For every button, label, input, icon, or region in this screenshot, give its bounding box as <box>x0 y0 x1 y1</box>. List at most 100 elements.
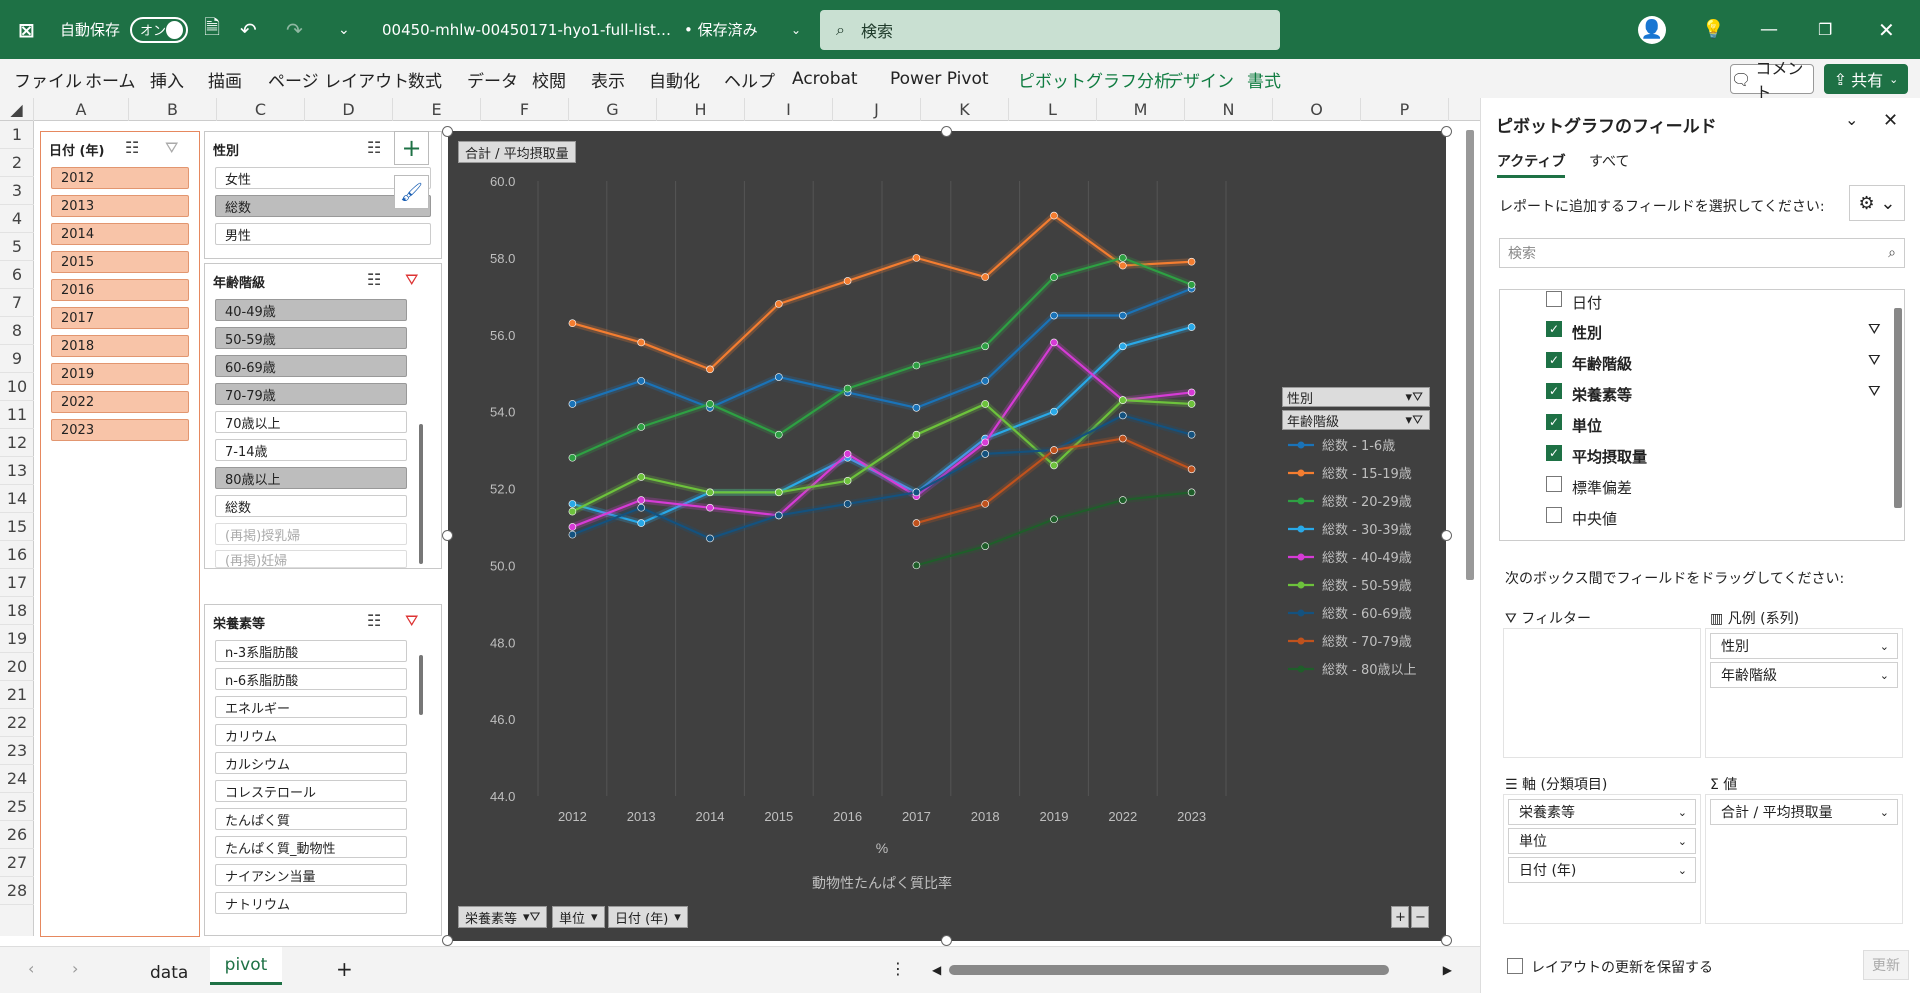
slicer-item[interactable]: 2022 <box>51 391 189 413</box>
menu-home[interactable]: ホーム <box>85 71 136 92</box>
sheet-tab-data[interactable]: data <box>150 963 189 983</box>
slicer-item[interactable]: 2016 <box>51 279 189 301</box>
minimize-icon[interactable]: — <box>1760 19 1778 40</box>
row-header[interactable]: 28 <box>0 877 34 905</box>
slicer-item[interactable]: カルシウム <box>215 752 407 774</box>
slicer-item[interactable]: 2018 <box>51 335 189 357</box>
field-checkbox[interactable] <box>1546 291 1562 307</box>
axis-field-item[interactable]: 単位 ⌄ <box>1508 828 1696 854</box>
field-checkbox[interactable]: ✓ <box>1546 445 1562 461</box>
row-header[interactable]: 26 <box>0 821 34 849</box>
scrollbar[interactable] <box>1894 308 1902 508</box>
column-header[interactable]: O <box>1273 98 1361 121</box>
tab-all[interactable]: すべて <box>1589 154 1630 170</box>
menu-pivotchart-analyze[interactable]: ピボットグラフ分析 <box>1018 71 1171 92</box>
more-options-icon[interactable]: ⋮ <box>890 959 906 978</box>
row-header[interactable]: 17 <box>0 569 34 597</box>
menu-automate[interactable]: 自動化 <box>649 71 700 92</box>
menu-design[interactable]: デザイン <box>1166 71 1234 92</box>
row-header[interactable]: 1 <box>0 121 34 149</box>
resize-handle[interactable] <box>941 935 952 946</box>
chevron-down-icon[interactable]: ⌄ <box>1845 110 1859 129</box>
slicer-item[interactable]: 総数 <box>215 195 431 217</box>
close-icon[interactable]: ✕ <box>1883 110 1899 131</box>
column-header[interactable]: P <box>1361 98 1449 121</box>
menu-power-pivot[interactable]: Power Pivot <box>890 69 989 89</box>
file-name[interactable]: 00450-mhlw-00450171-hyo1-full-list… <box>382 20 671 39</box>
row-header[interactable]: 5 <box>0 233 34 261</box>
row-header[interactable]: 2 <box>0 149 34 177</box>
comment-button[interactable]: 🗨 コメント <box>1730 59 1814 102</box>
defer-update-checkbox[interactable] <box>1507 958 1523 974</box>
column-header[interactable]: I <box>745 98 833 121</box>
axis-area[interactable]: 栄養素等 ⌄ 単位 ⌄ 日付 (年) ⌄ <box>1503 794 1701 924</box>
slicer-item[interactable]: 70-79歳 <box>215 383 407 405</box>
column-header[interactable]: K <box>921 98 1009 121</box>
filter-icon[interactable]: ⛛ <box>1868 320 1881 338</box>
row-header[interactable]: 22 <box>0 709 34 737</box>
avatar[interactable]: 👤 <box>1638 0 1666 59</box>
autosave-toggle[interactable]: オン <box>130 0 188 59</box>
legend-area[interactable]: 性別 ⌄ 年齢階級 ⌄ <box>1705 628 1903 758</box>
row-header[interactable]: 15 <box>0 513 34 541</box>
value-field-button[interactable]: 合計 / 平均摂取量 <box>458 141 576 163</box>
filter-icon[interactable]: ⛛ <box>1868 351 1881 369</box>
collapse-field-icon[interactable]: − <box>1411 906 1429 928</box>
save-icon[interactable]: 🗎 <box>204 14 221 39</box>
column-header[interactable]: H <box>657 98 745 121</box>
row-header[interactable]: 4 <box>0 205 34 233</box>
row-header[interactable]: 3 <box>0 177 34 205</box>
slicer-item[interactable]: 80歳以上 <box>215 467 407 489</box>
row-header[interactable]: 14 <box>0 485 34 513</box>
slicer-item[interactable]: 2012 <box>51 167 189 189</box>
slicer-item[interactable]: 2023 <box>51 419 189 441</box>
horizontal-scrollbar[interactable]: ◀ ▶ <box>932 963 1452 977</box>
sheet-tab-pivot[interactable]: pivot <box>210 947 282 985</box>
resize-handle[interactable] <box>1441 126 1452 137</box>
row-header[interactable]: 8 <box>0 317 34 345</box>
row-header[interactable]: 7 <box>0 289 34 317</box>
resize-handle[interactable] <box>442 530 453 541</box>
scrollbar[interactable] <box>419 655 423 715</box>
row-header[interactable]: 11 <box>0 401 34 429</box>
resize-handle[interactable] <box>442 935 453 946</box>
legend-field-item[interactable]: 性別 ⌄ <box>1710 633 1898 659</box>
slicer-item[interactable]: エネルギー <box>215 696 407 718</box>
save-status[interactable]: • 保存済み <box>684 21 758 39</box>
menu-formulas[interactable]: 数式 <box>408 71 442 92</box>
field-checkbox[interactable]: ✓ <box>1546 414 1562 430</box>
clear-filter-icon[interactable]: ⛛ <box>165 138 179 157</box>
pivot-chart[interactable]: 60.0 58.0 56.0 54.0 52.0 50.0 48.0 46.0 44.0 2012… <box>448 131 1446 941</box>
close-icon[interactable]: ✕ <box>1878 17 1895 42</box>
menu-file[interactable]: ファイル <box>14 71 82 92</box>
slicer-item[interactable]: 2013 <box>51 195 189 217</box>
column-header[interactable]: J <box>833 98 921 121</box>
menu-acrobat[interactable]: Acrobat <box>792 69 858 89</box>
expand-field-icon[interactable]: + <box>1391 906 1409 928</box>
select-all-corner[interactable]: ◢ <box>0 98 34 121</box>
slicer-item[interactable]: 60-69歳 <box>215 355 407 377</box>
row-header[interactable]: 21 <box>0 681 34 709</box>
resize-handle[interactable] <box>1441 530 1452 541</box>
slicer-item[interactable]: 2019 <box>51 363 189 385</box>
slicer-item[interactable]: ナイアシン当量 <box>215 864 407 886</box>
legend-filter-age[interactable]: 年齢階級 ▾⛛ <box>1282 410 1430 430</box>
row-header[interactable]: 24 <box>0 765 34 793</box>
value-field-item[interactable]: 合計 / 平均摂取量 ⌄ <box>1710 799 1898 825</box>
scrollbar[interactable] <box>419 424 423 564</box>
legend-field-item[interactable]: 年齢階級 ⌄ <box>1710 662 1898 688</box>
slicer-item[interactable]: 女性 <box>215 167 431 189</box>
menu-format[interactable]: 書式 <box>1247 71 1281 92</box>
row-header[interactable]: 27 <box>0 849 34 877</box>
row-header[interactable]: 23 <box>0 737 34 765</box>
row-header[interactable]: 10 <box>0 373 34 401</box>
axis-field-item[interactable]: 日付 (年) ⌄ <box>1508 857 1696 883</box>
row-header[interactable]: 9 <box>0 345 34 373</box>
multi-select-icon[interactable]: ☷ <box>367 611 382 630</box>
slicer-item[interactable]: 50-59歳 <box>215 327 407 349</box>
field-checkbox[interactable]: ✓ <box>1546 383 1562 399</box>
field-checkbox[interactable] <box>1546 476 1562 492</box>
multi-select-icon[interactable]: ☷ <box>125 138 140 157</box>
row-header[interactable]: 16 <box>0 541 34 569</box>
menu-data[interactable]: データ <box>467 71 518 92</box>
